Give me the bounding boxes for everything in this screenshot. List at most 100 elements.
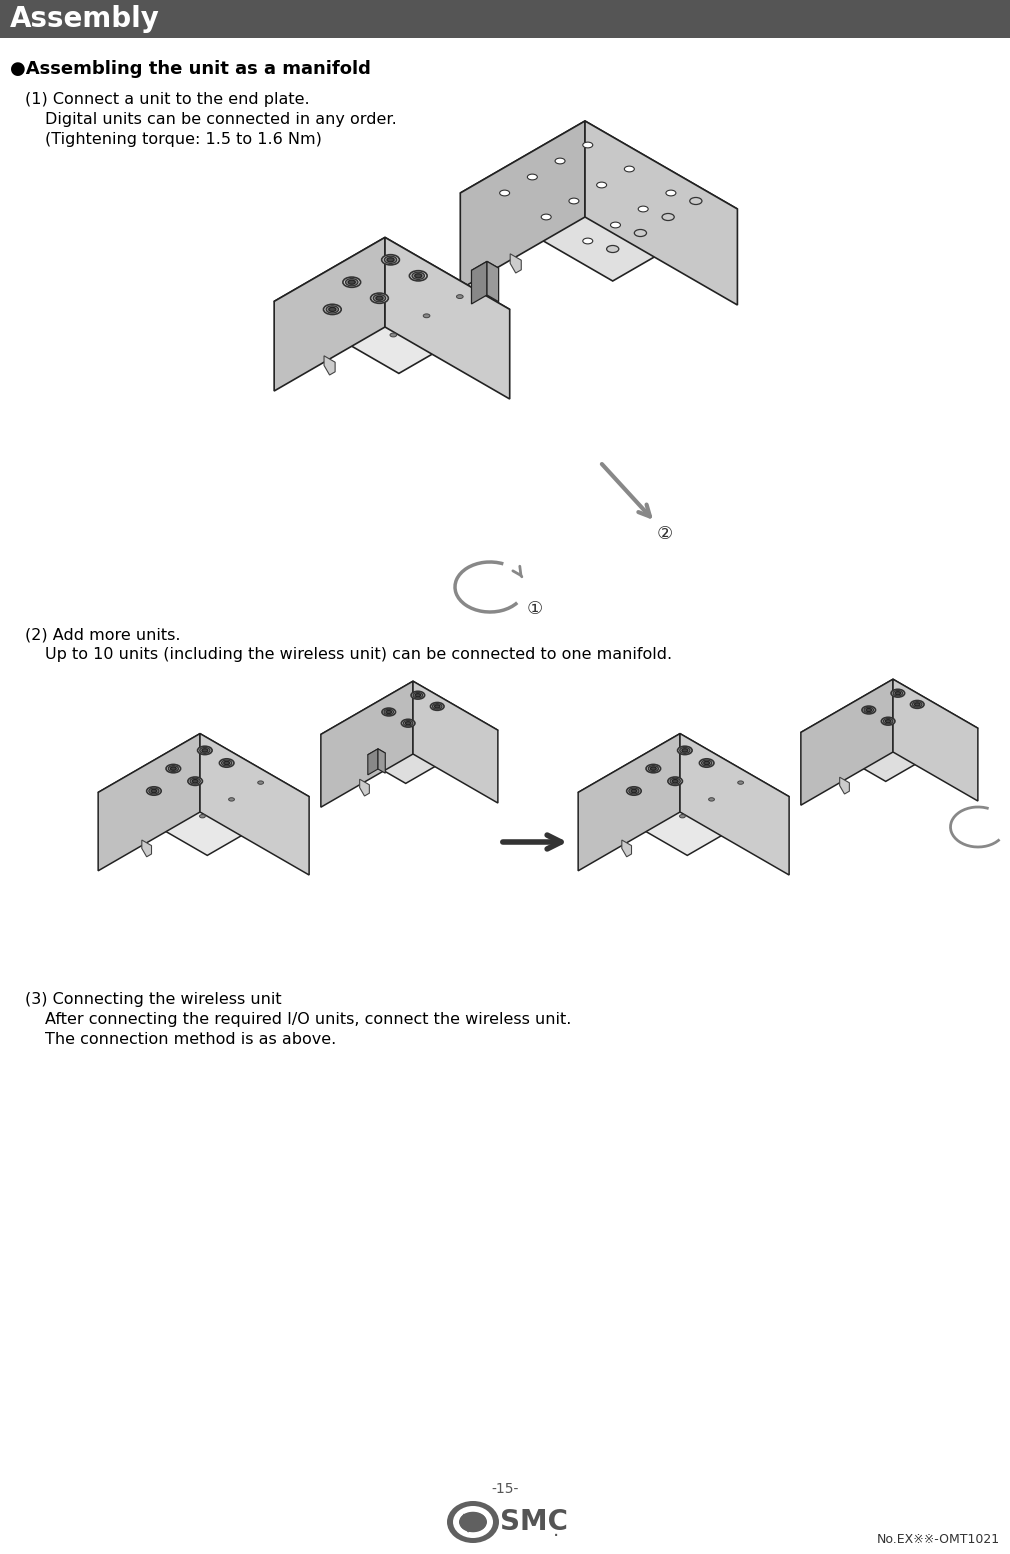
Polygon shape bbox=[413, 681, 498, 803]
Text: The connection method is as above.: The connection method is as above. bbox=[45, 1032, 336, 1047]
Ellipse shape bbox=[384, 709, 394, 715]
Ellipse shape bbox=[434, 706, 440, 709]
Ellipse shape bbox=[403, 721, 413, 726]
Ellipse shape bbox=[188, 777, 202, 785]
Ellipse shape bbox=[704, 761, 710, 765]
Ellipse shape bbox=[387, 258, 394, 261]
Ellipse shape bbox=[390, 333, 397, 337]
Ellipse shape bbox=[668, 777, 683, 785]
Ellipse shape bbox=[323, 305, 341, 314]
Ellipse shape bbox=[864, 707, 874, 713]
Ellipse shape bbox=[200, 747, 210, 754]
Ellipse shape bbox=[866, 709, 872, 712]
Ellipse shape bbox=[541, 214, 551, 219]
Ellipse shape bbox=[198, 746, 212, 755]
Ellipse shape bbox=[166, 765, 181, 772]
Polygon shape bbox=[839, 777, 849, 794]
Text: After connecting the required I/O units, connect the wireless unit.: After connecting the required I/O units,… bbox=[45, 1012, 572, 1027]
Ellipse shape bbox=[670, 779, 681, 785]
Ellipse shape bbox=[646, 765, 661, 772]
Ellipse shape bbox=[224, 761, 229, 765]
Ellipse shape bbox=[374, 295, 386, 301]
Ellipse shape bbox=[219, 758, 234, 768]
Polygon shape bbox=[461, 121, 737, 281]
Ellipse shape bbox=[702, 760, 712, 766]
Ellipse shape bbox=[680, 747, 690, 754]
Ellipse shape bbox=[376, 297, 383, 300]
Ellipse shape bbox=[148, 788, 159, 794]
Ellipse shape bbox=[624, 166, 634, 172]
Ellipse shape bbox=[500, 190, 510, 196]
Ellipse shape bbox=[152, 789, 157, 793]
Ellipse shape bbox=[348, 280, 356, 284]
Ellipse shape bbox=[169, 766, 179, 771]
Polygon shape bbox=[274, 238, 385, 392]
Ellipse shape bbox=[882, 718, 895, 726]
Ellipse shape bbox=[345, 278, 358, 286]
Ellipse shape bbox=[430, 702, 444, 710]
Ellipse shape bbox=[650, 768, 657, 771]
Ellipse shape bbox=[423, 314, 430, 317]
Ellipse shape bbox=[583, 141, 593, 148]
Polygon shape bbox=[360, 779, 370, 796]
Ellipse shape bbox=[382, 255, 399, 264]
Polygon shape bbox=[680, 733, 789, 875]
Polygon shape bbox=[385, 238, 510, 399]
Polygon shape bbox=[578, 733, 680, 870]
Polygon shape bbox=[487, 261, 499, 301]
Ellipse shape bbox=[371, 294, 388, 303]
Polygon shape bbox=[200, 733, 309, 875]
Ellipse shape bbox=[895, 692, 901, 695]
Text: -15-: -15- bbox=[491, 1483, 519, 1497]
Ellipse shape bbox=[202, 749, 208, 752]
Ellipse shape bbox=[893, 690, 903, 696]
Text: SMC: SMC bbox=[500, 1507, 568, 1535]
Polygon shape bbox=[622, 841, 631, 856]
Ellipse shape bbox=[638, 207, 648, 211]
Text: ①: ① bbox=[527, 600, 543, 618]
Polygon shape bbox=[368, 749, 385, 758]
Text: (1) Connect a unit to the end plate.: (1) Connect a unit to the end plate. bbox=[25, 92, 310, 107]
Ellipse shape bbox=[447, 1501, 499, 1543]
Text: .: . bbox=[553, 1520, 560, 1540]
Ellipse shape bbox=[171, 768, 176, 771]
Ellipse shape bbox=[190, 779, 200, 785]
Ellipse shape bbox=[329, 308, 336, 311]
Text: ②: ② bbox=[656, 525, 673, 542]
Ellipse shape bbox=[459, 1510, 487, 1532]
Ellipse shape bbox=[412, 272, 424, 280]
Ellipse shape bbox=[626, 786, 641, 796]
Ellipse shape bbox=[415, 274, 422, 278]
Ellipse shape bbox=[648, 766, 659, 771]
Polygon shape bbox=[801, 679, 978, 782]
Ellipse shape bbox=[453, 1506, 493, 1538]
Ellipse shape bbox=[884, 718, 893, 724]
Polygon shape bbox=[585, 121, 737, 305]
Ellipse shape bbox=[409, 270, 427, 281]
Polygon shape bbox=[324, 356, 335, 375]
Ellipse shape bbox=[631, 789, 637, 793]
Ellipse shape bbox=[342, 277, 361, 287]
Ellipse shape bbox=[415, 693, 420, 696]
Ellipse shape bbox=[678, 746, 692, 755]
Text: Digital units can be connected in any order.: Digital units can be connected in any or… bbox=[45, 112, 397, 127]
Text: Assembly: Assembly bbox=[10, 5, 160, 33]
Polygon shape bbox=[510, 253, 521, 274]
Ellipse shape bbox=[737, 782, 743, 785]
Polygon shape bbox=[274, 238, 510, 373]
Ellipse shape bbox=[709, 797, 714, 800]
Ellipse shape bbox=[192, 780, 198, 783]
Polygon shape bbox=[321, 681, 413, 807]
Text: (Tightening torque: 1.5 to 1.6 Nm): (Tightening torque: 1.5 to 1.6 Nm) bbox=[45, 132, 322, 148]
Ellipse shape bbox=[662, 213, 675, 221]
Ellipse shape bbox=[326, 306, 338, 312]
Ellipse shape bbox=[385, 256, 397, 263]
Polygon shape bbox=[378, 749, 385, 774]
Text: (2) Add more units.: (2) Add more units. bbox=[25, 626, 181, 642]
Ellipse shape bbox=[673, 780, 678, 783]
Ellipse shape bbox=[666, 190, 676, 196]
Ellipse shape bbox=[382, 709, 396, 716]
Ellipse shape bbox=[862, 706, 876, 713]
Ellipse shape bbox=[629, 788, 639, 794]
Text: Up to 10 units (including the wireless unit) can be connected to one manifold.: Up to 10 units (including the wireless u… bbox=[45, 646, 672, 662]
